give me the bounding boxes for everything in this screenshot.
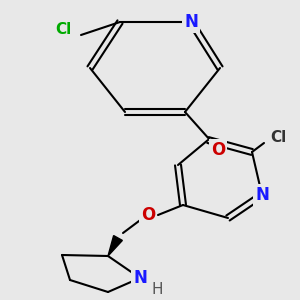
Text: Cl: Cl [270,130,286,146]
Text: N: N [255,186,269,204]
Polygon shape [108,236,122,256]
Text: H: H [151,283,163,298]
Text: O: O [211,141,225,159]
Text: N: N [133,269,147,287]
Text: O: O [141,206,155,224]
Text: Cl: Cl [55,22,71,38]
Text: N: N [184,13,198,31]
